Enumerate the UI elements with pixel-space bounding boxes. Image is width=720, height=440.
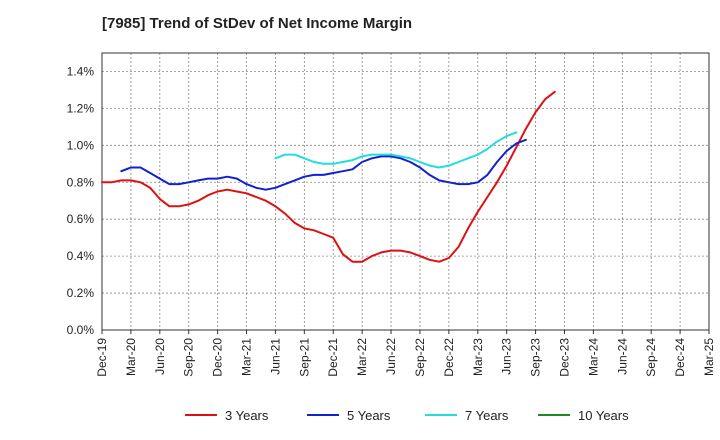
x-tick-label: Sep-21 <box>297 338 311 377</box>
x-tick-label: Sep-22 <box>413 338 427 377</box>
x-tick-label: Mar-23 <box>471 338 485 376</box>
y-tick-label: 0.2% <box>67 286 95 300</box>
series-lines <box>101 90 556 263</box>
x-tick-label: Jun-20 <box>153 338 167 375</box>
x-tick-label: Dec-19 <box>95 338 109 377</box>
y-tick-label: 0.8% <box>67 175 95 189</box>
x-tick-label: Dec-21 <box>326 338 340 377</box>
chart-title: [7985] Trend of StDev of Net Income Marg… <box>102 15 412 32</box>
axes: 0.0% 0.2% 0.4% 0.6% 0.8% 1.0% 1.2% 1.4% Dec-19 Ma… <box>67 52 716 377</box>
series-line-3-years <box>101 90 556 263</box>
x-tick-label: Mar-24 <box>586 338 600 376</box>
x-tick-label: Jun-21 <box>268 338 282 375</box>
grid <box>102 53 709 330</box>
legend: 3 Years 5 Years 7 Years 10 Years <box>185 408 629 423</box>
x-tick-label: Mar-20 <box>124 338 138 376</box>
y-tick-label: 1.0% <box>67 138 95 152</box>
legend-label: 7 Years <box>465 408 509 423</box>
y-tick-label: 0.0% <box>67 323 95 337</box>
x-tick-label: Jun-24 <box>615 338 629 375</box>
x-tick-label: Mar-21 <box>240 338 254 376</box>
x-tick-label: Dec-24 <box>673 338 687 377</box>
legend-label: 5 Years <box>347 408 391 423</box>
x-tick-label: Sep-23 <box>529 338 543 377</box>
y-tick-label: 1.4% <box>67 64 95 78</box>
x-tick-label: Mar-22 <box>355 338 369 376</box>
series-line-5-years <box>120 138 527 191</box>
x-tick-label: Jun-22 <box>384 338 398 375</box>
y-tick-label: 1.2% <box>67 101 95 115</box>
y-tick-label: 0.6% <box>67 212 95 226</box>
legend-label: 3 Years <box>225 408 269 423</box>
x-tick-label: Sep-20 <box>182 338 196 377</box>
x-tick-label: Dec-22 <box>442 338 456 377</box>
y-tick-label: 0.4% <box>67 249 95 263</box>
x-tick-label: Dec-23 <box>557 338 571 377</box>
x-tick-label: Mar-25 <box>702 338 716 376</box>
legend-label: 10 Years <box>578 408 629 423</box>
plot-frame <box>101 52 710 331</box>
x-tick-label: Sep-24 <box>644 338 658 377</box>
x-tick-label: Jun-23 <box>500 338 514 375</box>
series-line-7-years <box>274 131 518 169</box>
x-tick-label: Dec-20 <box>211 338 225 377</box>
